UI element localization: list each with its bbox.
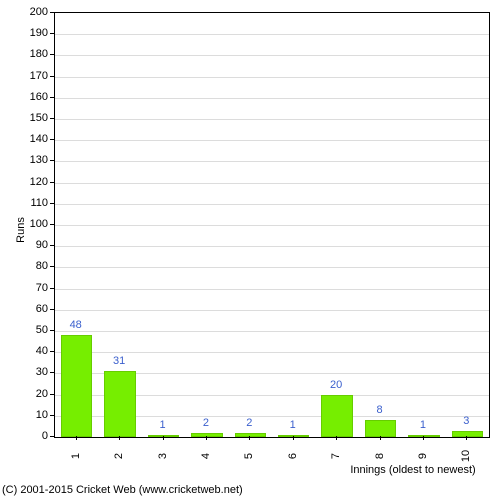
ytick-label: 150 (26, 112, 48, 124)
gridline-horizontal (55, 140, 489, 141)
xtick-mark (119, 436, 120, 440)
gridline-horizontal (55, 77, 489, 78)
xtick-label: 3 (157, 453, 169, 459)
bar-value-label: 1 (290, 419, 296, 431)
ytick-mark (50, 245, 54, 246)
xtick-label: 6 (287, 453, 299, 459)
ytick-mark (50, 309, 54, 310)
bar-value-label: 3 (463, 415, 469, 427)
ytick-mark (50, 139, 54, 140)
bar (321, 395, 352, 437)
ytick-mark (50, 330, 54, 331)
ytick-mark (50, 436, 54, 437)
ytick-label: 170 (26, 70, 48, 82)
ytick-mark (50, 76, 54, 77)
ytick-label: 200 (26, 6, 48, 18)
xtick-mark (249, 436, 250, 440)
xtick-mark (293, 436, 294, 440)
ytick-label: 160 (26, 91, 48, 103)
bar (365, 420, 396, 437)
bar-value-label: 1 (159, 419, 165, 431)
ytick-mark (50, 182, 54, 183)
gridline-horizontal (55, 119, 489, 120)
ytick-mark (50, 118, 54, 119)
ytick-mark (50, 54, 54, 55)
gridline-horizontal (55, 161, 489, 162)
gridline-horizontal (55, 183, 489, 184)
ytick-mark (50, 266, 54, 267)
copyright-text: (C) 2001-2015 Cricket Web (www.cricketwe… (2, 484, 243, 496)
xtick-mark (423, 436, 424, 440)
ytick-mark (50, 415, 54, 416)
xtick-mark (380, 436, 381, 440)
ytick-mark (50, 12, 54, 13)
ytick-label: 50 (26, 324, 48, 336)
xtick-label: 10 (460, 450, 472, 462)
ytick-label: 180 (26, 48, 48, 60)
plot-area (54, 12, 490, 438)
xtick-label: 9 (417, 453, 429, 459)
chart-container: Runs Innings (oldest to newest) (C) 2001… (0, 0, 500, 500)
gridline-horizontal (55, 225, 489, 226)
xtick-mark (76, 436, 77, 440)
ytick-label: 120 (26, 176, 48, 188)
bar-value-label: 20 (330, 379, 342, 391)
ytick-mark (50, 351, 54, 352)
ytick-label: 140 (26, 133, 48, 145)
ytick-label: 0 (26, 430, 48, 442)
ytick-mark (50, 372, 54, 373)
bar-value-label: 2 (246, 417, 252, 429)
ytick-label: 190 (26, 27, 48, 39)
bar-value-label: 1 (420, 419, 426, 431)
xtick-label: 2 (113, 453, 125, 459)
x-axis-label: Innings (oldest to newest) (328, 464, 498, 476)
gridline-horizontal (55, 98, 489, 99)
ytick-label: 40 (26, 345, 48, 357)
ytick-label: 20 (26, 388, 48, 400)
gridline-horizontal (55, 289, 489, 290)
gridline-horizontal (55, 331, 489, 332)
ytick-mark (50, 288, 54, 289)
ytick-label: 80 (26, 260, 48, 272)
bar-value-label: 8 (376, 404, 382, 416)
gridline-horizontal (55, 267, 489, 268)
ytick-label: 110 (26, 197, 48, 209)
gridline-horizontal (55, 352, 489, 353)
xtick-mark (163, 436, 164, 440)
xtick-mark (336, 436, 337, 440)
ytick-label: 100 (26, 218, 48, 230)
gridline-horizontal (55, 55, 489, 56)
ytick-mark (50, 97, 54, 98)
ytick-mark (50, 394, 54, 395)
ytick-mark (50, 203, 54, 204)
xtick-label: 8 (374, 453, 386, 459)
xtick-label: 5 (243, 453, 255, 459)
bar-value-label: 48 (70, 319, 82, 331)
gridline-horizontal (55, 246, 489, 247)
ytick-label: 130 (26, 154, 48, 166)
bar-value-label: 2 (203, 417, 209, 429)
ytick-mark (50, 160, 54, 161)
gridline-horizontal (55, 204, 489, 205)
gridline-horizontal (55, 34, 489, 35)
bar (61, 335, 92, 437)
bar (104, 371, 135, 437)
ytick-mark (50, 33, 54, 34)
bar-value-label: 31 (113, 355, 125, 367)
xtick-mark (206, 436, 207, 440)
ytick-label: 60 (26, 303, 48, 315)
xtick-label: 1 (70, 453, 82, 459)
ytick-label: 90 (26, 239, 48, 251)
xtick-label: 7 (330, 453, 342, 459)
gridline-horizontal (55, 310, 489, 311)
xtick-mark (466, 436, 467, 440)
ytick-label: 10 (26, 409, 48, 421)
ytick-label: 30 (26, 366, 48, 378)
xtick-label: 4 (200, 453, 212, 459)
ytick-label: 70 (26, 282, 48, 294)
ytick-mark (50, 224, 54, 225)
